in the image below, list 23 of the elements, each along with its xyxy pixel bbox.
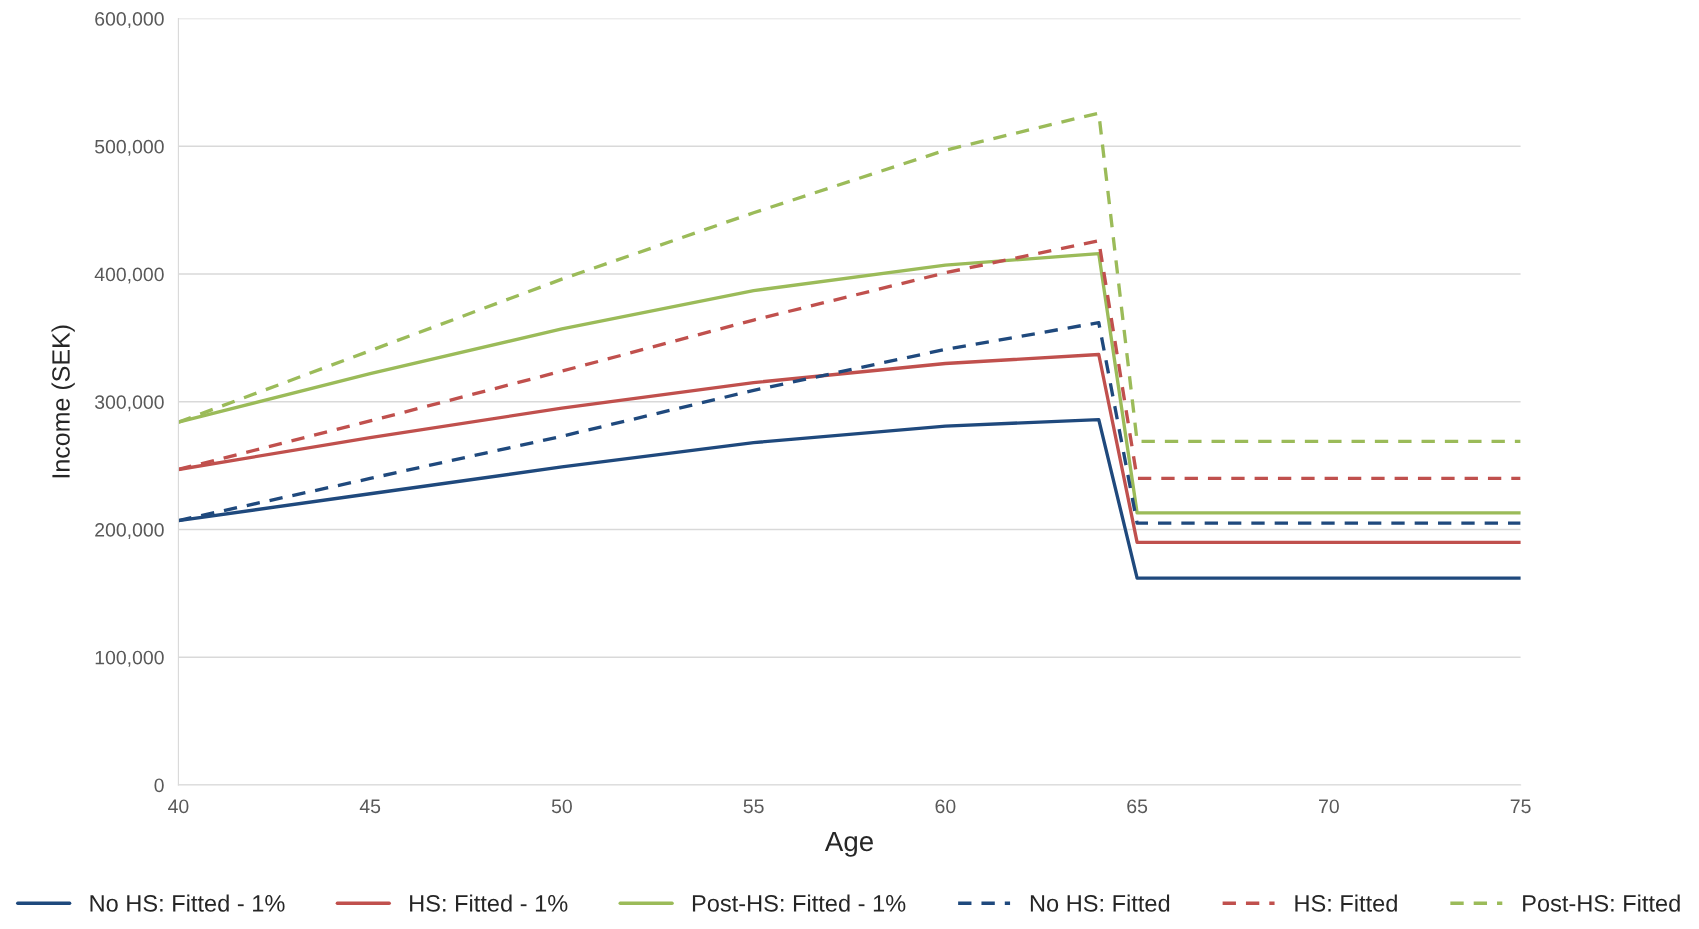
y-tick-label: 0: [154, 778, 164, 793]
x-tick-label: 65: [1127, 799, 1148, 814]
x-tick-label: 55: [743, 799, 764, 814]
legend-label: Post-HS: Fitted - 1%: [692, 894, 906, 912]
y-tick-label: 600,000: [95, 12, 164, 29]
y-tick-label: 300,000: [94, 395, 164, 412]
legend-label: No HS: Fitted - 1%: [90, 894, 285, 912]
y-axis-title: Income (SEK): [51, 325, 75, 478]
legend-label: Post-HS: Fitted: [1523, 894, 1680, 912]
x-tick-label: 60: [935, 799, 956, 814]
x-tick-label: 40: [168, 799, 189, 814]
x-tick-label: 50: [551, 799, 572, 814]
y-tick-label: 100,000: [95, 650, 164, 667]
x-tick-label: 70: [1319, 799, 1339, 814]
x-tick-label: 75: [1510, 799, 1531, 814]
y-tick-label: 400,000: [94, 267, 164, 284]
legend-label: No HS: Fitted: [1030, 894, 1170, 912]
legend-label: HS: Fitted - 1%: [410, 894, 568, 912]
x-tick-label: 45: [359, 799, 381, 814]
legend-label: HS: Fitted: [1295, 894, 1397, 912]
y-tick-label: 200,000: [95, 523, 164, 540]
y-tick-label: 500,000: [95, 139, 164, 156]
x-axis-title: Age: [824, 831, 873, 857]
